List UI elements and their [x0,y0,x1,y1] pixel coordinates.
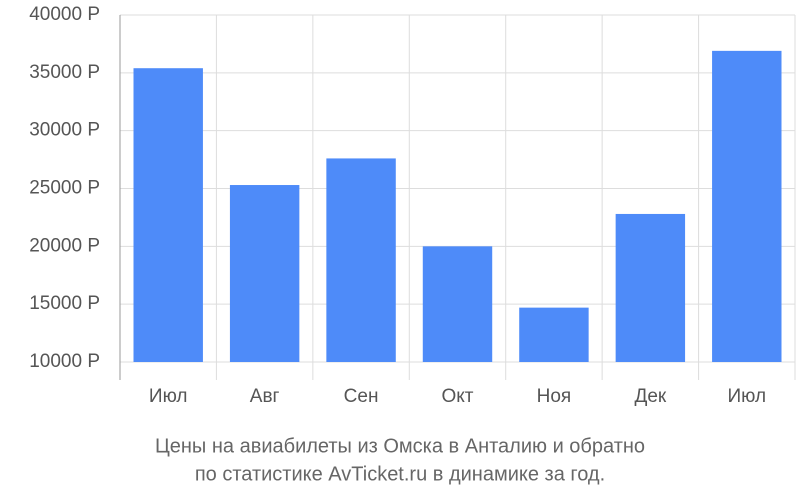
bar [422,246,493,362]
y-tick-label: 15000 Р [29,293,100,314]
y-tick-label: 30000 Р [29,120,100,141]
bar [615,213,686,362]
bar [133,68,203,362]
chart-title: Цены на авиабилеты из Омска в Анталию и … [155,435,645,457]
bar [326,158,396,362]
bar [712,50,782,363]
bar [229,185,300,362]
x-tick-label: Июл [727,386,766,407]
chart-subtitle: по статистике AvTicket.ru в динамике за … [195,463,605,485]
x-tick-label: Авг [250,386,280,407]
x-tick-label: Июл [149,386,188,407]
bar [519,307,589,362]
y-tick-label: 35000 Р [29,62,100,83]
x-tick-label: Сен [344,386,379,407]
y-tick-label: 25000 Р [29,178,100,199]
x-tick-label: Дек [634,386,666,407]
y-tick-label: 20000 Р [29,235,100,256]
x-tick-label: Ноя [537,386,572,407]
y-tick-label: 10000 Р [29,351,100,372]
x-tick-label: Окт [441,386,473,407]
y-tick-label: 40000 Р [29,4,100,25]
